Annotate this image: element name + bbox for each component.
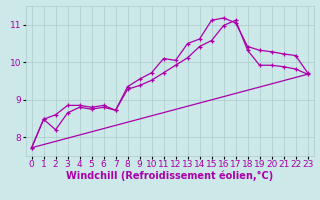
X-axis label: Windchill (Refroidissement éolien,°C): Windchill (Refroidissement éolien,°C) — [66, 171, 273, 181]
